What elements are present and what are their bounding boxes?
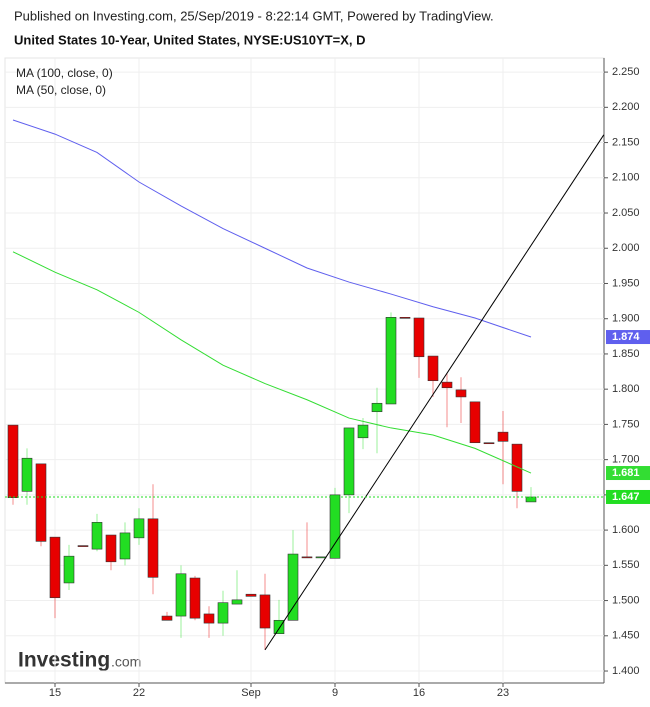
y-tick-label: 1.800 bbox=[612, 383, 640, 395]
candle-body bbox=[175, 573, 187, 617]
candle-body bbox=[91, 522, 103, 550]
y-tick-label: 1.850 bbox=[612, 348, 640, 360]
x-tick-label: Sep bbox=[241, 687, 261, 699]
candle-body bbox=[301, 556, 313, 559]
y-tick-label: 1.600 bbox=[612, 524, 640, 536]
chart-subtitle: Published on Investing.com, 25/Sep/2019 … bbox=[14, 8, 494, 23]
candle-body bbox=[217, 602, 229, 624]
candle-body bbox=[49, 536, 61, 599]
candle-body bbox=[329, 494, 341, 559]
price-label: 1.874 bbox=[612, 331, 640, 343]
candle-body bbox=[259, 594, 271, 629]
y-tick-label: 1.900 bbox=[612, 313, 640, 325]
y-tick-label: 1.700 bbox=[612, 454, 640, 466]
legend-entry: MA (50, close, 0) bbox=[16, 83, 106, 97]
ma-line bbox=[12, 251, 532, 474]
candle-body bbox=[203, 613, 215, 624]
candle-body bbox=[119, 532, 131, 560]
y-tick-label: 1.450 bbox=[612, 630, 640, 642]
y-tick-label: 2.250 bbox=[612, 66, 640, 78]
candle-body bbox=[343, 427, 355, 496]
candle-body bbox=[7, 424, 19, 498]
candle-body bbox=[385, 317, 397, 405]
candle-body bbox=[287, 553, 299, 621]
candle-body bbox=[427, 355, 439, 382]
candle-body bbox=[357, 424, 369, 439]
candle-body bbox=[231, 599, 243, 605]
candle-body bbox=[147, 518, 159, 578]
y-tick-label: 1.950 bbox=[612, 277, 640, 289]
candle-body bbox=[245, 593, 257, 597]
y-tick-label: 2.150 bbox=[612, 136, 640, 148]
y-tick-label: 1.750 bbox=[612, 418, 640, 430]
trendline bbox=[264, 134, 605, 651]
candle-body bbox=[455, 389, 467, 398]
candle-body bbox=[413, 317, 425, 358]
price-box bbox=[606, 330, 650, 345]
logo: Investing .com bbox=[18, 649, 141, 672]
candle-body bbox=[161, 615, 173, 621]
candle-body bbox=[315, 556, 327, 559]
x-tick-label: 16 bbox=[413, 687, 425, 699]
candle-body bbox=[105, 534, 117, 563]
y-tick-label: 2.100 bbox=[612, 172, 640, 184]
price-label: 1.647 bbox=[612, 491, 640, 503]
y-tick-label: 1.500 bbox=[612, 594, 640, 606]
x-tick-label: 22 bbox=[133, 687, 145, 699]
y-tick-label: 1.550 bbox=[612, 559, 640, 571]
candle-body bbox=[63, 555, 75, 584]
candle-body bbox=[273, 619, 285, 634]
candle-body bbox=[77, 545, 89, 547]
candle-body bbox=[483, 442, 495, 445]
x-tick-label: 23 bbox=[497, 687, 509, 699]
y-tick-label: 2.000 bbox=[612, 242, 640, 254]
candle-body bbox=[525, 496, 537, 503]
chart-title: United States 10-Year, United States, NY… bbox=[14, 32, 365, 47]
y-tick-label: 2.200 bbox=[612, 101, 640, 113]
candle-body bbox=[469, 401, 481, 444]
candle-body bbox=[35, 463, 47, 542]
candle-body bbox=[497, 431, 509, 442]
candle-body bbox=[133, 518, 145, 539]
candle-body bbox=[441, 381, 453, 389]
x-tick-label: 15 bbox=[49, 687, 61, 699]
y-tick-label: 1.400 bbox=[612, 665, 640, 677]
legend-entry: MA (100, close, 0) bbox=[16, 66, 113, 80]
logo-suffix: .com bbox=[111, 654, 141, 670]
logo-text: Investing bbox=[18, 649, 110, 672]
ma-line bbox=[12, 119, 532, 338]
price-label: 1.681 bbox=[612, 467, 640, 479]
candle-body bbox=[189, 577, 201, 619]
price-box bbox=[606, 489, 650, 504]
candle-body bbox=[371, 402, 383, 413]
candle-body bbox=[21, 457, 33, 492]
price-box bbox=[606, 466, 650, 481]
x-tick-label: 9 bbox=[332, 687, 338, 699]
candle-body bbox=[511, 443, 523, 492]
y-tick-label: 2.050 bbox=[612, 207, 640, 219]
candle-body bbox=[399, 317, 411, 319]
